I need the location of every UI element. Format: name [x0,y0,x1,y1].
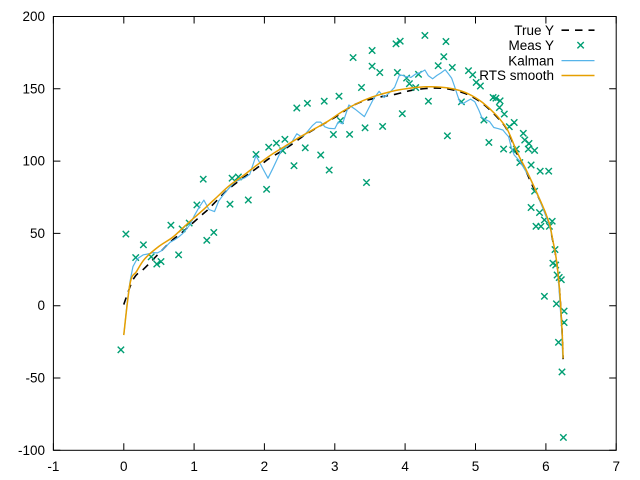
svg-text:0: 0 [120,459,128,474]
svg-text:200: 200 [22,9,45,24]
svg-text:5: 5 [472,459,480,474]
svg-text:6: 6 [542,459,550,474]
svg-text:Kalman: Kalman [508,53,554,68]
svg-text:-50: -50 [25,371,45,386]
svg-text:2: 2 [261,459,269,474]
svg-text:0: 0 [37,298,45,313]
svg-text:-1: -1 [47,459,59,474]
svg-text:50: 50 [30,226,45,241]
svg-text:100: 100 [22,154,45,169]
svg-text:Meas Y: Meas Y [508,38,554,53]
svg-text:RTS smooth: RTS smooth [479,68,554,83]
svg-text:1: 1 [190,459,198,474]
svg-text:150: 150 [22,81,45,96]
svg-text:4: 4 [401,459,409,474]
svg-text:7: 7 [612,459,620,474]
svg-text:-100: -100 [18,443,45,458]
svg-text:True Y: True Y [514,23,554,38]
svg-text:3: 3 [331,459,339,474]
